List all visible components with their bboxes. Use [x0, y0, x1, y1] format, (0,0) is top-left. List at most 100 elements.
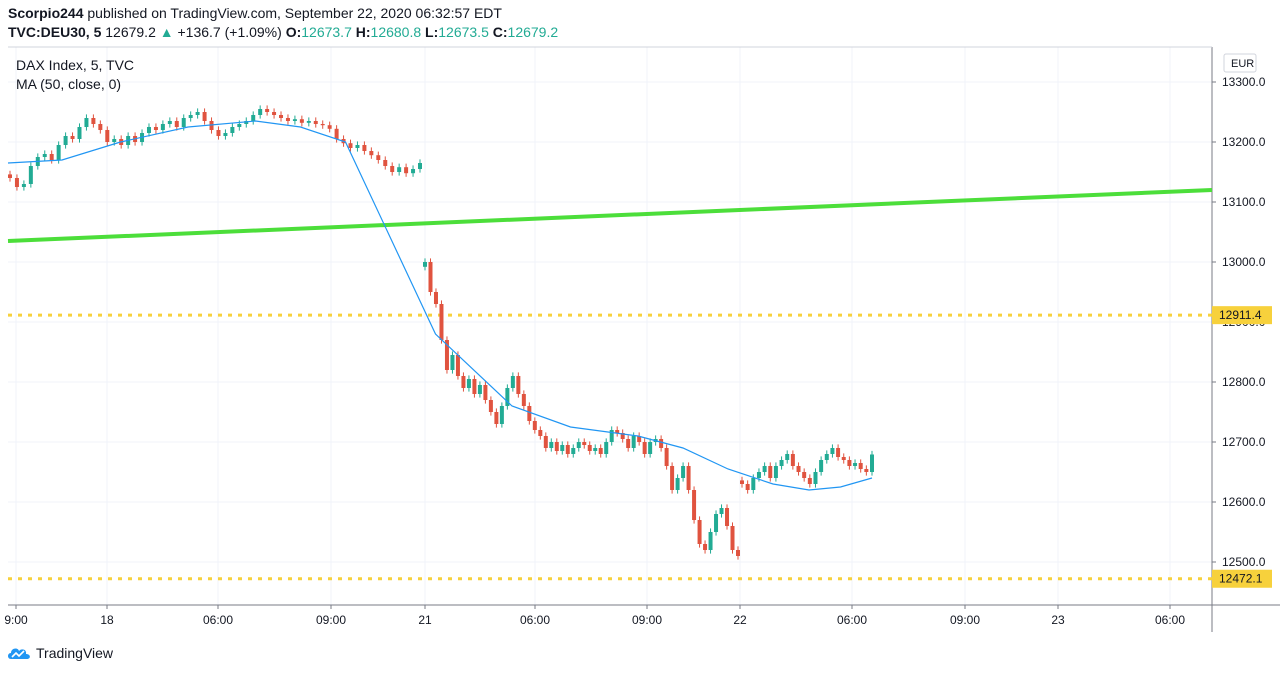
- close-value: 12679.2: [507, 24, 559, 40]
- candle-body: [642, 442, 647, 454]
- candle-body: [112, 139, 117, 142]
- candle-body: [847, 460, 852, 466]
- candle-body: [554, 442, 559, 451]
- candle-body: [807, 478, 812, 484]
- candle-body: [77, 127, 82, 139]
- candle-body: [532, 421, 537, 430]
- candle-body: [450, 355, 455, 370]
- candle-body: [483, 385, 488, 400]
- candle-body: [383, 160, 388, 166]
- candle-body: [202, 112, 207, 121]
- candle-body: [439, 304, 444, 340]
- price-tick-label: 13300.0: [1222, 75, 1266, 89]
- candle-body: [598, 448, 603, 454]
- ohlc-line: TVC:DEU30, 5 12679.2 ▲ +136.7 (+1.09%) O…: [8, 23, 558, 42]
- high-label: H:: [355, 24, 371, 40]
- open-label: O:: [285, 24, 302, 40]
- candle-body: [404, 167, 409, 174]
- publisher-name[interactable]: Scorpio244: [8, 5, 84, 21]
- candle-body: [703, 544, 708, 550]
- trend-line: [7, 188, 1213, 243]
- time-tick-label: 09:00: [632, 613, 662, 627]
- candle-body: [802, 472, 807, 478]
- candle-body: [631, 436, 636, 448]
- time-tick-label: 23: [1051, 613, 1065, 627]
- candle-body: [327, 125, 332, 129]
- candle-body: [8, 174, 12, 178]
- candle-body: [858, 463, 863, 469]
- candle-body: [571, 448, 576, 454]
- candle-body: [785, 454, 790, 460]
- candle-body: [538, 430, 543, 436]
- price-tick-label: 12800.0: [1222, 375, 1266, 389]
- candle-body: [423, 262, 427, 267]
- candle-body: [745, 484, 750, 490]
- candle-body: [549, 442, 554, 448]
- candle-body: [615, 430, 620, 433]
- footer-brand: TradingView: [36, 645, 114, 661]
- published-text: published on TradingView.com, September …: [87, 5, 502, 21]
- candle-body: [790, 454, 795, 466]
- candle-body: [355, 145, 360, 148]
- candle-body: [543, 436, 548, 448]
- legend-ma: MA (50, close, 0): [16, 76, 121, 92]
- tradingview-cloud-icon: [8, 648, 30, 659]
- moving-average-line: [7, 120, 873, 491]
- candle-body: [768, 466, 773, 478]
- candle-body: [444, 340, 449, 370]
- candle-body: [576, 442, 581, 448]
- candle-body: [461, 376, 466, 388]
- candle-body: [736, 550, 740, 556]
- candle-body: [181, 118, 186, 127]
- candle-body: [841, 457, 846, 460]
- price-change: +136.7 (+1.09%): [177, 24, 282, 40]
- candle-body: [21, 184, 26, 187]
- candle-body: [153, 127, 158, 130]
- candle-body: [708, 532, 713, 550]
- candle-body: [582, 442, 587, 445]
- publish-line: Scorpio244 published on TradingView.com,…: [8, 4, 558, 23]
- candle-body: [681, 466, 686, 478]
- candle-body: [98, 124, 103, 130]
- candle-body: [604, 442, 609, 454]
- close-label: C:: [492, 24, 508, 40]
- candle-body: [637, 436, 642, 442]
- candle-body: [853, 463, 858, 466]
- low-label: L:: [425, 24, 439, 40]
- candle-body: [836, 448, 841, 457]
- candle-body: [466, 379, 471, 388]
- candle-body: [527, 406, 532, 421]
- candle-body: [306, 121, 311, 123]
- time-tick-label: 9:00: [4, 613, 28, 627]
- candle-body: [516, 376, 521, 394]
- candle-body: [560, 445, 565, 451]
- candle-body: [692, 490, 697, 520]
- price-tick-label: 12500.0: [1222, 555, 1266, 569]
- price-tick-label: 13200.0: [1222, 135, 1266, 149]
- candle-body: [362, 145, 367, 151]
- candle-body: [756, 472, 761, 478]
- candle-body: [433, 292, 438, 304]
- candle-body: [796, 466, 801, 472]
- candle-body: [299, 119, 304, 123]
- candle-body: [390, 166, 395, 172]
- currency-box: [1223, 53, 1257, 73]
- candle-body: [279, 115, 284, 118]
- time-tick-label: 09:00: [316, 613, 346, 627]
- candle-body: [146, 127, 151, 133]
- candle-body: [626, 439, 631, 448]
- candle-body: [251, 115, 256, 121]
- candle-body: [49, 154, 54, 160]
- price-label-box: [1212, 306, 1272, 325]
- time-tick-label: 22: [733, 613, 747, 627]
- candle-body: [70, 136, 75, 139]
- candle-body: [265, 109, 270, 112]
- candle-body: [664, 448, 669, 466]
- candle-body: [428, 262, 433, 292]
- tradingview-logo[interactable]: TradingView: [6, 644, 113, 662]
- candle-body: [216, 130, 221, 136]
- candle-body: [648, 442, 653, 454]
- candle-body: [488, 400, 493, 412]
- price-label-text: 12911.4: [1219, 308, 1262, 322]
